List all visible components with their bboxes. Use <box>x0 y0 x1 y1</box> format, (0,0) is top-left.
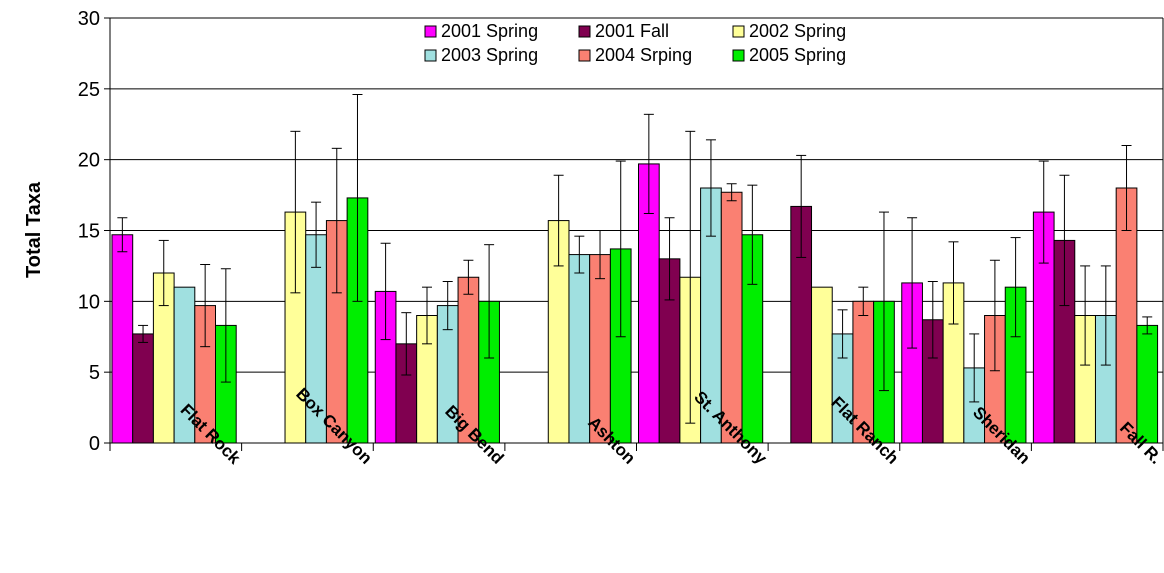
legend-swatch <box>578 49 591 62</box>
bar <box>568 254 591 444</box>
bars <box>111 163 1159 444</box>
y-tick-label: 25 <box>78 79 100 101</box>
bar <box>111 234 134 444</box>
y-tick-label: 15 <box>78 221 100 243</box>
y-axis-title: Total Taxa <box>23 181 45 278</box>
legend-swatch <box>732 49 745 62</box>
legend-label: 2004 Srping <box>595 45 692 65</box>
y-tick-label: 30 <box>78 8 100 30</box>
y-tick-label: 20 <box>78 150 100 172</box>
legend-label: 2005 Spring <box>749 45 846 65</box>
bar <box>811 286 833 444</box>
legend-label: 2002 Spring <box>749 21 846 41</box>
y-tick-label: 0 <box>89 433 100 455</box>
legend-label: 2001 Fall <box>595 21 669 41</box>
error-bars <box>117 94 1153 424</box>
bar <box>720 191 743 444</box>
bar <box>132 333 154 444</box>
legend: 2001 Spring 2001 Fall 2002 Spring 2003 Spri… <box>424 21 846 65</box>
axes <box>104 17 1164 451</box>
legend-swatch <box>732 25 745 38</box>
y-tick-label: 10 <box>78 291 100 313</box>
y-tick-label: 5 <box>89 362 100 384</box>
legend-swatch <box>424 49 437 62</box>
legend-swatch <box>578 25 591 38</box>
legend-label: 2001 Spring <box>441 21 538 41</box>
legend-label: 2003 Spring <box>441 45 538 65</box>
bar <box>1136 324 1159 444</box>
y-tick-labels: 0 5 10 15 20 25 30 <box>78 8 100 455</box>
legend-swatch <box>424 25 437 38</box>
